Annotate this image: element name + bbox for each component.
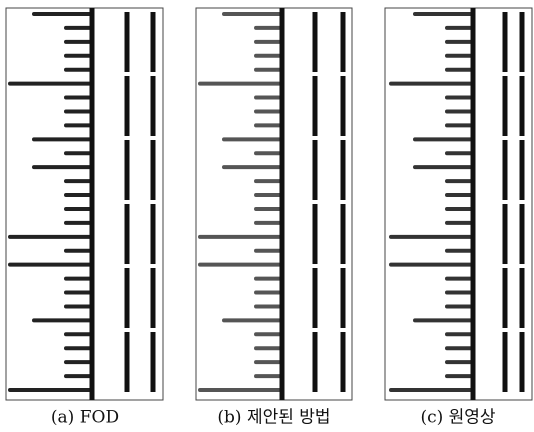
figure: (a) FOD (b) 제안된 방법 (c) 원영상	[0, 0, 534, 432]
caption: (a) FOD	[51, 408, 119, 428]
panel-frame	[196, 8, 352, 400]
panel-frame	[385, 8, 532, 400]
panel-frame	[6, 8, 163, 400]
caption: (c) 원영상	[420, 408, 495, 428]
caption: (b) 제안된 방법	[217, 408, 330, 428]
